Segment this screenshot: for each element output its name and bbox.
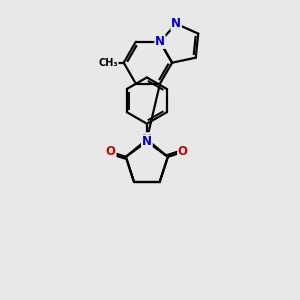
Text: N: N <box>142 135 152 148</box>
Text: O: O <box>106 146 116 158</box>
Text: CH₃: CH₃ <box>98 58 118 68</box>
Text: N: N <box>171 17 181 30</box>
Text: O: O <box>178 146 188 158</box>
Text: N: N <box>155 35 165 48</box>
Text: N: N <box>142 133 152 146</box>
